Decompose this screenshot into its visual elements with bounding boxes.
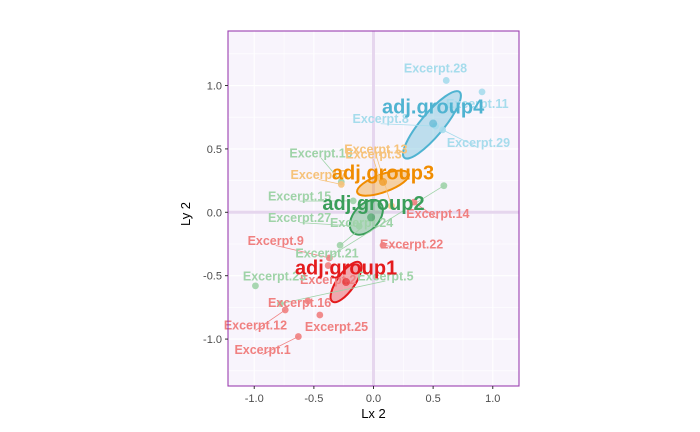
point-label: Excerpt.8 bbox=[353, 112, 409, 126]
point-label: Excerpt.1 bbox=[234, 343, 290, 357]
point-label: Excerpt.10 bbox=[289, 146, 352, 160]
y-tick-label: 0.5 bbox=[207, 144, 222, 156]
point-label: Excerpt.21 bbox=[295, 246, 358, 260]
point-label: Excerpt.13 bbox=[344, 142, 407, 156]
point-label: Excerpt.12 bbox=[224, 319, 287, 333]
point-label: Excerpt.23 bbox=[243, 269, 306, 283]
point-label: Excerpt.3 bbox=[345, 148, 401, 162]
point-label: Excerpt.11 bbox=[446, 97, 509, 111]
x-axis-title: Lx 2 bbox=[361, 406, 386, 421]
x-tick-label: 0.0 bbox=[366, 393, 381, 405]
point-label: Excerpt.9 bbox=[248, 234, 304, 248]
data-point bbox=[281, 306, 289, 314]
data-point bbox=[316, 311, 324, 319]
data-point bbox=[294, 333, 302, 340]
point-label: Excerpt.2 bbox=[300, 273, 356, 287]
point-label: Excerpt.25 bbox=[305, 320, 368, 334]
y-tick-label: -1.0 bbox=[203, 334, 222, 346]
point-label: Excerpt.15 bbox=[268, 189, 331, 203]
data-point bbox=[387, 202, 395, 210]
data-point bbox=[324, 262, 332, 269]
point-label: Excerpt.24 bbox=[330, 216, 393, 230]
label-connector bbox=[442, 129, 479, 149]
label-connector bbox=[339, 227, 362, 246]
group-label: adj.group1 bbox=[295, 258, 397, 280]
data-point bbox=[304, 297, 312, 305]
data-point bbox=[440, 182, 448, 190]
data-point bbox=[252, 282, 259, 290]
y-tick-label: 0.0 bbox=[207, 207, 222, 219]
label-connector bbox=[380, 123, 436, 127]
group-centroid bbox=[429, 119, 438, 128]
origin-lines bbox=[228, 31, 519, 386]
x-axis-ticks: -1.0 -0.5 0.0 0.5 1.0 bbox=[245, 386, 500, 405]
x-tick-label: -0.5 bbox=[304, 393, 323, 405]
label-connectors bbox=[255, 123, 479, 355]
label-connector bbox=[326, 185, 445, 259]
data-point bbox=[355, 222, 363, 230]
y-tick-label: -0.5 bbox=[203, 271, 222, 283]
data-point bbox=[277, 300, 284, 307]
point-label: Excerpt.14 bbox=[406, 207, 469, 221]
group-label: adj.group3 bbox=[332, 163, 434, 185]
label-connector bbox=[262, 336, 299, 355]
data-point bbox=[442, 77, 450, 84]
group-label: adj.group2 bbox=[322, 193, 424, 215]
point-label: Excerpt.27 bbox=[268, 211, 331, 225]
group-centroid bbox=[379, 177, 388, 186]
label-connector bbox=[280, 280, 386, 304]
point-label: Excerpt.28 bbox=[404, 61, 467, 75]
label-connector bbox=[382, 244, 412, 250]
point-label: Excerpt.29 bbox=[447, 136, 510, 150]
group-label: adj.group4 bbox=[382, 97, 485, 119]
data-point bbox=[336, 241, 344, 249]
y-axis-ticks: -1.0 -0.5 0.0 0.5 1.0 bbox=[203, 81, 228, 346]
data-point bbox=[478, 88, 486, 96]
label-connector bbox=[413, 201, 439, 220]
x-tick-label: -1.0 bbox=[245, 393, 264, 405]
y-axis-title: Ly 2 bbox=[178, 202, 193, 226]
point-labels: Excerpt.1 Excerpt.2 Excerpt.9 Excerpt.12 Exc… bbox=[224, 61, 510, 356]
group-centroid bbox=[342, 278, 351, 287]
point-label: Excerpt.16 bbox=[268, 296, 331, 310]
group-labels: adj.group1 adj.group2 adj.group3 adj.group4 bbox=[295, 97, 485, 287]
data-point bbox=[410, 198, 418, 206]
point-label: Excerpt.7 bbox=[290, 168, 346, 182]
x-tick-label: 1.0 bbox=[485, 393, 500, 405]
label-connector bbox=[255, 309, 286, 331]
data-points bbox=[252, 77, 486, 340]
group-centroid bbox=[367, 213, 376, 222]
point-label: Excerpt.22 bbox=[380, 238, 443, 252]
data-point bbox=[337, 181, 345, 188]
data-point bbox=[439, 126, 447, 134]
x-tick-label: 0.5 bbox=[425, 393, 440, 405]
label-connector bbox=[318, 179, 342, 185]
data-point bbox=[349, 197, 357, 205]
data-point bbox=[379, 241, 387, 249]
label-connector bbox=[320, 157, 342, 183]
label-connector bbox=[299, 222, 360, 227]
data-point bbox=[325, 254, 333, 262]
y-tick-label: 1.0 bbox=[207, 81, 222, 93]
point-label: Excerpt.5 bbox=[357, 269, 413, 283]
label-connector bbox=[275, 245, 330, 259]
